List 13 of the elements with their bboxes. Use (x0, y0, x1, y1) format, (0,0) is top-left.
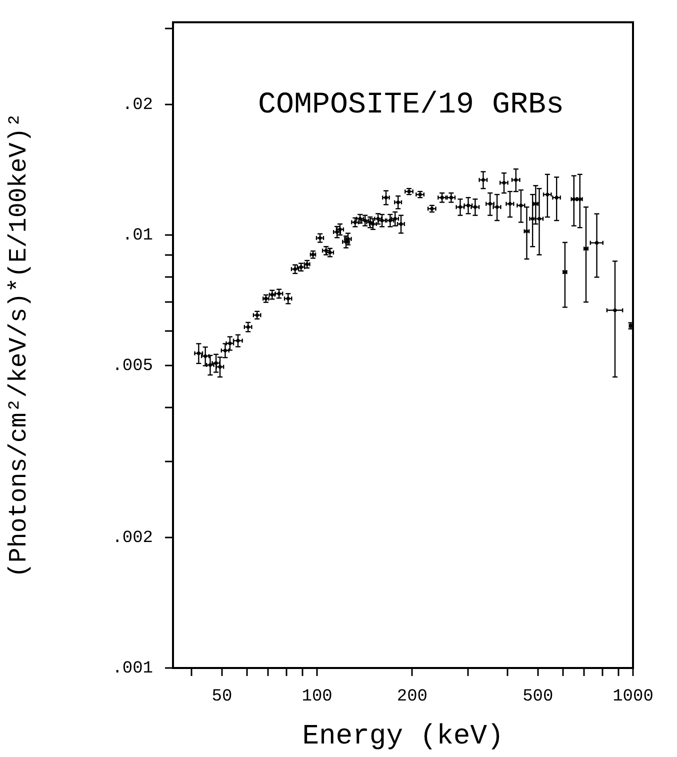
text: COMPOSITE/19 GRBs (258, 88, 564, 123)
y-tick-label: .02 (122, 96, 153, 116)
x-tick-label: 500 (522, 688, 554, 707)
y-tick-label: .002 (112, 529, 153, 548)
x-tick-label: 50 (212, 688, 232, 707)
x-tick-label: 100 (302, 688, 332, 707)
y-axis-title: (Photons/cm²/keV/s)*(E/100keV)² (4, 112, 34, 578)
x-tick-label: 200 (396, 688, 428, 707)
y-tick-label: .01 (122, 226, 153, 246)
x-axis-title: Energy (keV) (302, 722, 504, 753)
y-tick-label: .005 (112, 356, 153, 376)
y-tick-label: .001 (112, 660, 153, 678)
x-tick-label: 1000 (612, 688, 654, 707)
